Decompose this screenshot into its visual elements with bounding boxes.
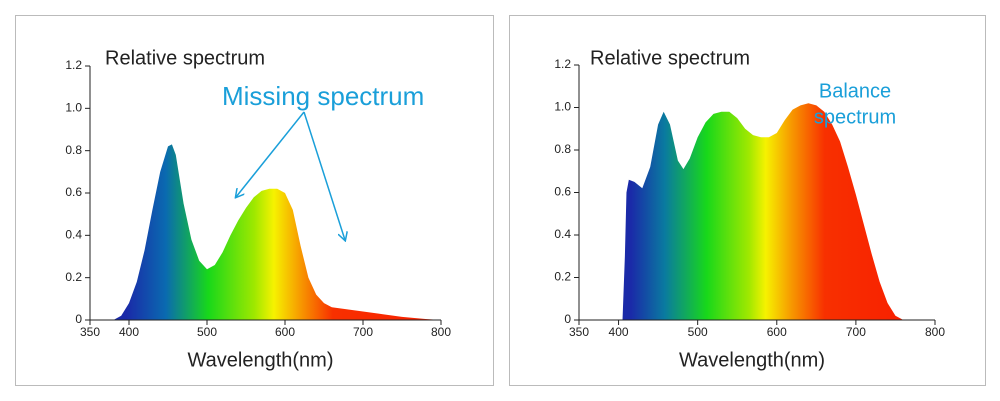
x-axis-title: Wavelength(nm) bbox=[188, 349, 334, 371]
arrows bbox=[236, 111, 345, 240]
y-tick-label: 1.0 bbox=[554, 100, 571, 114]
spectrum-area bbox=[622, 103, 904, 320]
x-tick-label: 700 bbox=[846, 325, 866, 339]
annotation: Balance bbox=[819, 80, 891, 102]
y-tick-label: 0.4 bbox=[65, 228, 82, 242]
y-tick-label: 0 bbox=[75, 312, 82, 326]
y-tick-label: 0.8 bbox=[554, 142, 571, 156]
y-tick-label: 0.2 bbox=[554, 270, 571, 284]
y-tick-label: 1.2 bbox=[554, 57, 571, 71]
x-tick-label: 600 bbox=[275, 325, 295, 339]
x-tick-label: 800 bbox=[431, 325, 451, 339]
y-tick-label: 0 bbox=[564, 312, 571, 326]
annotation: Missing spectrum bbox=[222, 81, 424, 111]
x-axis-title: Wavelength(nm) bbox=[679, 349, 825, 371]
y-tick-label: 0.6 bbox=[554, 185, 571, 199]
x-tick-label: 700 bbox=[353, 325, 373, 339]
annotation: spectrum bbox=[814, 106, 896, 128]
y-tick-label: 1.0 bbox=[65, 101, 82, 115]
chart-title: Relative spectrum bbox=[590, 47, 750, 69]
y-tick-label: 0.4 bbox=[554, 227, 571, 241]
x-tick-label: 350 bbox=[569, 325, 589, 339]
x-tick-label: 600 bbox=[767, 325, 787, 339]
chart-title: Relative spectrum bbox=[105, 47, 265, 69]
x-tick-label: 800 bbox=[925, 325, 945, 339]
y-tick-label: 0.6 bbox=[65, 185, 82, 199]
x-tick-label: 400 bbox=[609, 325, 629, 339]
spectrum-area bbox=[113, 144, 442, 320]
y-tick-label: 0.8 bbox=[65, 143, 82, 157]
x-tick-label: 400 bbox=[119, 325, 139, 339]
x-tick-label: 500 bbox=[197, 325, 217, 339]
x-tick-label: 350 bbox=[80, 325, 100, 339]
y-tick-label: 0.2 bbox=[65, 270, 82, 284]
x-tick-label: 500 bbox=[688, 325, 708, 339]
y-tick-label: 1.2 bbox=[65, 58, 82, 72]
